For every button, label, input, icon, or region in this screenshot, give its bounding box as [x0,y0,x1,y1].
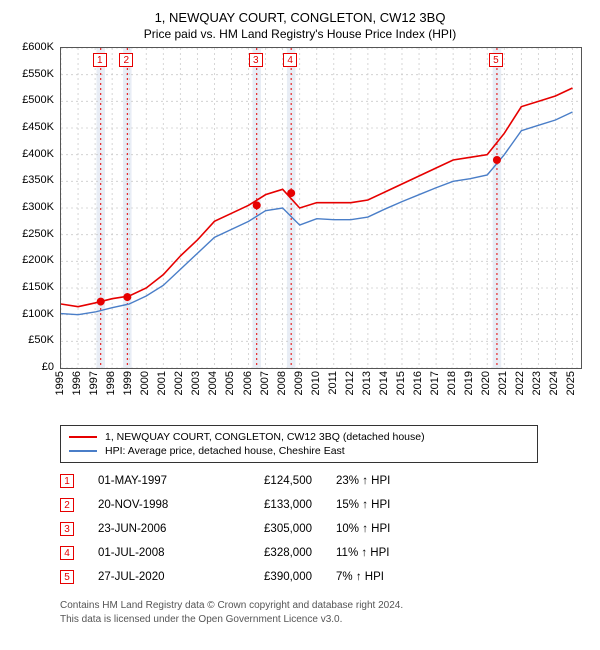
event-marker-box: 5 [489,53,503,67]
legend: 1, NEWQUAY COURT, CONGLETON, CW12 3BQ (d… [60,425,538,463]
x-axis-label: 2001 [156,371,168,395]
event-pct: 7% ↑ HPI [336,571,436,583]
x-axis-label: 2005 [224,371,236,395]
x-axis-label: 2015 [395,371,407,395]
event-marker-box: 4 [283,53,297,67]
event-pct: 15% ↑ HPI [336,499,436,511]
x-axis-label: 2020 [480,371,492,395]
footer-line-1: Contains HM Land Registry data © Crown c… [60,599,588,613]
event-pct: 11% ↑ HPI [336,547,436,559]
x-axis-label: 2008 [276,371,288,395]
x-axis-label: 2012 [344,371,356,395]
y-axis-label: £50K [14,334,54,346]
x-axis-label: 2007 [259,371,271,395]
x-axis-label: 2002 [173,371,185,395]
y-axis-label: £150K [14,281,54,293]
x-axis-label: 2018 [446,371,458,395]
footer-line-2: This data is licensed under the Open Gov… [60,613,588,627]
y-axis-label: £350K [14,174,54,186]
y-axis-label: £300K [14,201,54,213]
legend-item: 1, NEWQUAY COURT, CONGLETON, CW12 3BQ (d… [69,430,529,444]
event-row: 3 23-JUN-2006 £305,000 10% ↑ HPI [60,517,588,541]
x-axis-label: 2024 [548,371,560,395]
chart-title: 1, NEWQUAY COURT, CONGLETON, CW12 3BQ [12,10,588,25]
chart-subtitle: Price paid vs. HM Land Registry's House … [12,27,588,41]
x-axis-label: 2019 [463,371,475,395]
x-axis-label: 2004 [207,371,219,395]
footer: Contains HM Land Registry data © Crown c… [60,599,588,627]
event-date: 20-NOV-1998 [98,499,208,511]
chart-container: 1, NEWQUAY COURT, CONGLETON, CW12 3BQ Pr… [0,0,600,635]
x-axis-label: 2003 [190,371,202,395]
y-axis-label: £500K [14,94,54,106]
event-number-box: 1 [60,474,74,488]
event-marker-box: 1 [93,53,107,67]
x-axis-label: 1998 [105,371,117,395]
x-axis-label: 2017 [429,371,441,395]
x-axis-label: 2023 [531,371,543,395]
y-axis-label: £450K [14,121,54,133]
event-date: 01-MAY-1997 [98,475,208,487]
event-marker-box: 3 [249,53,263,67]
legend-swatch [69,436,97,438]
events-table: 1 01-MAY-1997 £124,500 23% ↑ HPI 2 20-NOV-199… [60,469,588,589]
x-axis-label: 2000 [139,371,151,395]
x-axis-label: 1995 [54,371,66,395]
y-axis-label: £400K [14,148,54,160]
event-row: 1 01-MAY-1997 £124,500 23% ↑ HPI [60,469,588,493]
y-axis-label: £100K [14,308,54,320]
plot-area: £0 £50K £100K £150K £200K £250K £300K £350K £400… [12,47,588,417]
event-marker-box: 2 [119,53,133,67]
y-axis-label: £250K [14,228,54,240]
x-axis-label: 2006 [242,371,254,395]
event-number-box: 2 [60,498,74,512]
x-axis-label: 2013 [361,371,373,395]
legend-label: 1, NEWQUAY COURT, CONGLETON, CW12 3BQ (d… [105,431,425,443]
event-price: £390,000 [232,571,312,583]
event-date: 01-JUL-2008 [98,547,208,559]
y-axis-label: £600K [14,41,54,53]
event-number-box: 5 [60,570,74,584]
x-axis-label: 2016 [412,371,424,395]
x-axis-label: 2014 [378,371,390,395]
event-price: £124,500 [232,475,312,487]
legend-item: HPI: Average price, detached house, Ches… [69,444,529,458]
event-price: £305,000 [232,523,312,535]
x-axis-label: 2010 [310,371,322,395]
plot-svg [60,47,582,369]
event-date: 27-JUL-2020 [98,571,208,583]
event-row: 5 27-JUL-2020 £390,000 7% ↑ HPI [60,565,588,589]
x-axis-label: 1996 [71,371,83,395]
event-pct: 23% ↑ HPI [336,475,436,487]
event-price: £133,000 [232,499,312,511]
event-price: £328,000 [232,547,312,559]
x-axis-label: 2025 [565,371,577,395]
x-axis-label: 1997 [88,371,100,395]
y-axis-label: £200K [14,254,54,266]
x-axis-label: 2021 [497,371,509,395]
x-axis-label: 1999 [122,371,134,395]
event-number-box: 3 [60,522,74,536]
y-axis-label: £0 [14,361,54,373]
x-axis-label: 2022 [514,371,526,395]
x-axis-label: 2011 [327,371,339,395]
event-row: 4 01-JUL-2008 £328,000 11% ↑ HPI [60,541,588,565]
legend-label: HPI: Average price, detached house, Ches… [105,445,345,457]
event-date: 23-JUN-2006 [98,523,208,535]
event-pct: 10% ↑ HPI [336,523,436,535]
y-axis-label: £550K [14,68,54,80]
legend-swatch [69,450,97,452]
x-axis-label: 2009 [293,371,305,395]
event-number-box: 4 [60,546,74,560]
event-row: 2 20-NOV-1998 £133,000 15% ↑ HPI [60,493,588,517]
